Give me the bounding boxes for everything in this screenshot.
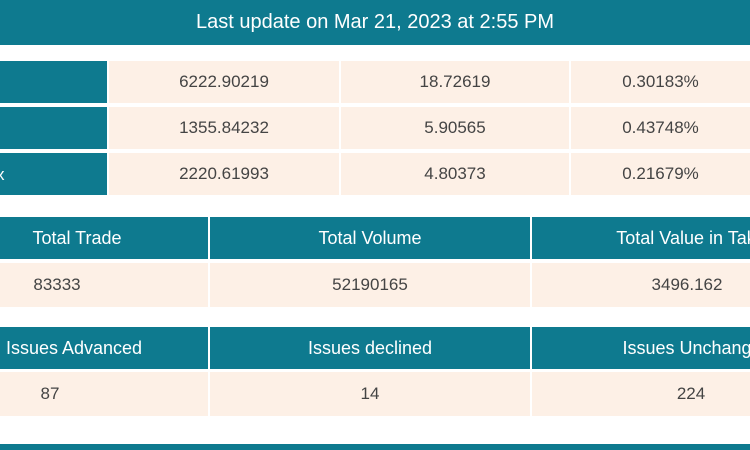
total-volume-value-text: 52190165 xyxy=(332,275,408,294)
issues-declined-value: 14 xyxy=(210,372,530,416)
issues-unchanged-header: Issues Unchanged xyxy=(532,327,750,369)
index-percent-cell: 0.30183% xyxy=(571,61,750,103)
total-trade-value-text: 83333 xyxy=(33,275,81,294)
index-value: 1355.84232 xyxy=(179,118,269,137)
index-change-cell: 18.72619 xyxy=(341,61,569,103)
index-change-cell: 4.80373 xyxy=(341,153,569,195)
index-label-cell: ex xyxy=(0,107,107,149)
issues-declined-value-text: 14 xyxy=(360,384,380,403)
index-value: 2220.61993 xyxy=(179,164,269,183)
issues-unchanged-value: 224 xyxy=(532,372,750,416)
index-change: 5.90565 xyxy=(424,118,486,137)
index-label-cell: x xyxy=(0,153,107,195)
issues-advanced-header: Issues Advanced xyxy=(0,327,208,369)
index-percent: 0.21679% xyxy=(622,164,699,183)
total-value-header: Total Value in Taka xyxy=(532,217,750,259)
index-percent-cell: 0.43748% xyxy=(571,107,750,149)
total-value-value: 3496.162 xyxy=(532,263,750,307)
index-value-cell: 6222.90219 xyxy=(109,61,339,103)
issues-unchanged-header-label: Issues Unchanged xyxy=(622,337,750,358)
issues-value-row: 87 14 224 xyxy=(0,372,750,416)
last-update-text: Last update on Mar 21, 2023 at 2:55 PM xyxy=(195,11,555,33)
index-value: 6222.90219 xyxy=(179,72,269,91)
issues-advanced-value-text: 87 xyxy=(40,384,60,403)
trade-header-row: Total Trade Total Volume Total Value in … xyxy=(0,217,750,259)
index-row: ex 1355.84232 5.90565 0.43748% xyxy=(0,107,750,149)
issues-declined-header: Issues declined xyxy=(210,327,530,369)
index-value-cell: 2220.61993 xyxy=(109,153,339,195)
total-trade-header: Total Trade xyxy=(0,217,208,259)
total-volume-header-label: Total Volume xyxy=(318,227,422,248)
trade-value-row: 83333 52190165 3496.162 xyxy=(0,263,750,307)
index-percent: 0.43748% xyxy=(622,118,699,137)
total-value-value-text: 3496.162 xyxy=(651,275,723,294)
index-row: ex 6222.90219 18.72619 0.30183% xyxy=(0,61,750,103)
index-percent: 0.30183% xyxy=(622,72,699,91)
index-change: 18.72619 xyxy=(419,72,491,91)
total-volume-value: 52190165 xyxy=(210,263,530,307)
index-change-cell: 5.90565 xyxy=(341,107,569,149)
issues-declined-header-label: Issues declined xyxy=(307,337,433,358)
total-trade-header-label: Total Trade xyxy=(32,227,122,248)
total-trade-value: 83333 xyxy=(0,263,208,307)
total-value-header-label: Total Value in Taka xyxy=(616,227,750,248)
issues-advanced-value: 87 xyxy=(0,372,208,416)
issues-advanced-header-label: Issues Advanced xyxy=(5,337,143,358)
index-percent-cell: 0.21679% xyxy=(571,153,750,195)
issues-unchanged-value-text: 224 xyxy=(676,384,706,403)
index-row: x 2220.61993 4.80373 0.21679% xyxy=(0,153,750,195)
bottom-bar xyxy=(0,444,750,450)
index-value-cell: 1355.84232 xyxy=(109,107,339,149)
issues-header-row: Issues Advanced Issues declined Issues U… xyxy=(0,327,750,369)
index-label-cell: ex xyxy=(0,61,107,103)
last-update-header: Last update on Mar 21, 2023 at 2:55 PM xyxy=(0,0,750,45)
index-change: 4.80373 xyxy=(424,164,486,183)
total-volume-header: Total Volume xyxy=(210,217,530,259)
index-label: x xyxy=(0,165,5,184)
